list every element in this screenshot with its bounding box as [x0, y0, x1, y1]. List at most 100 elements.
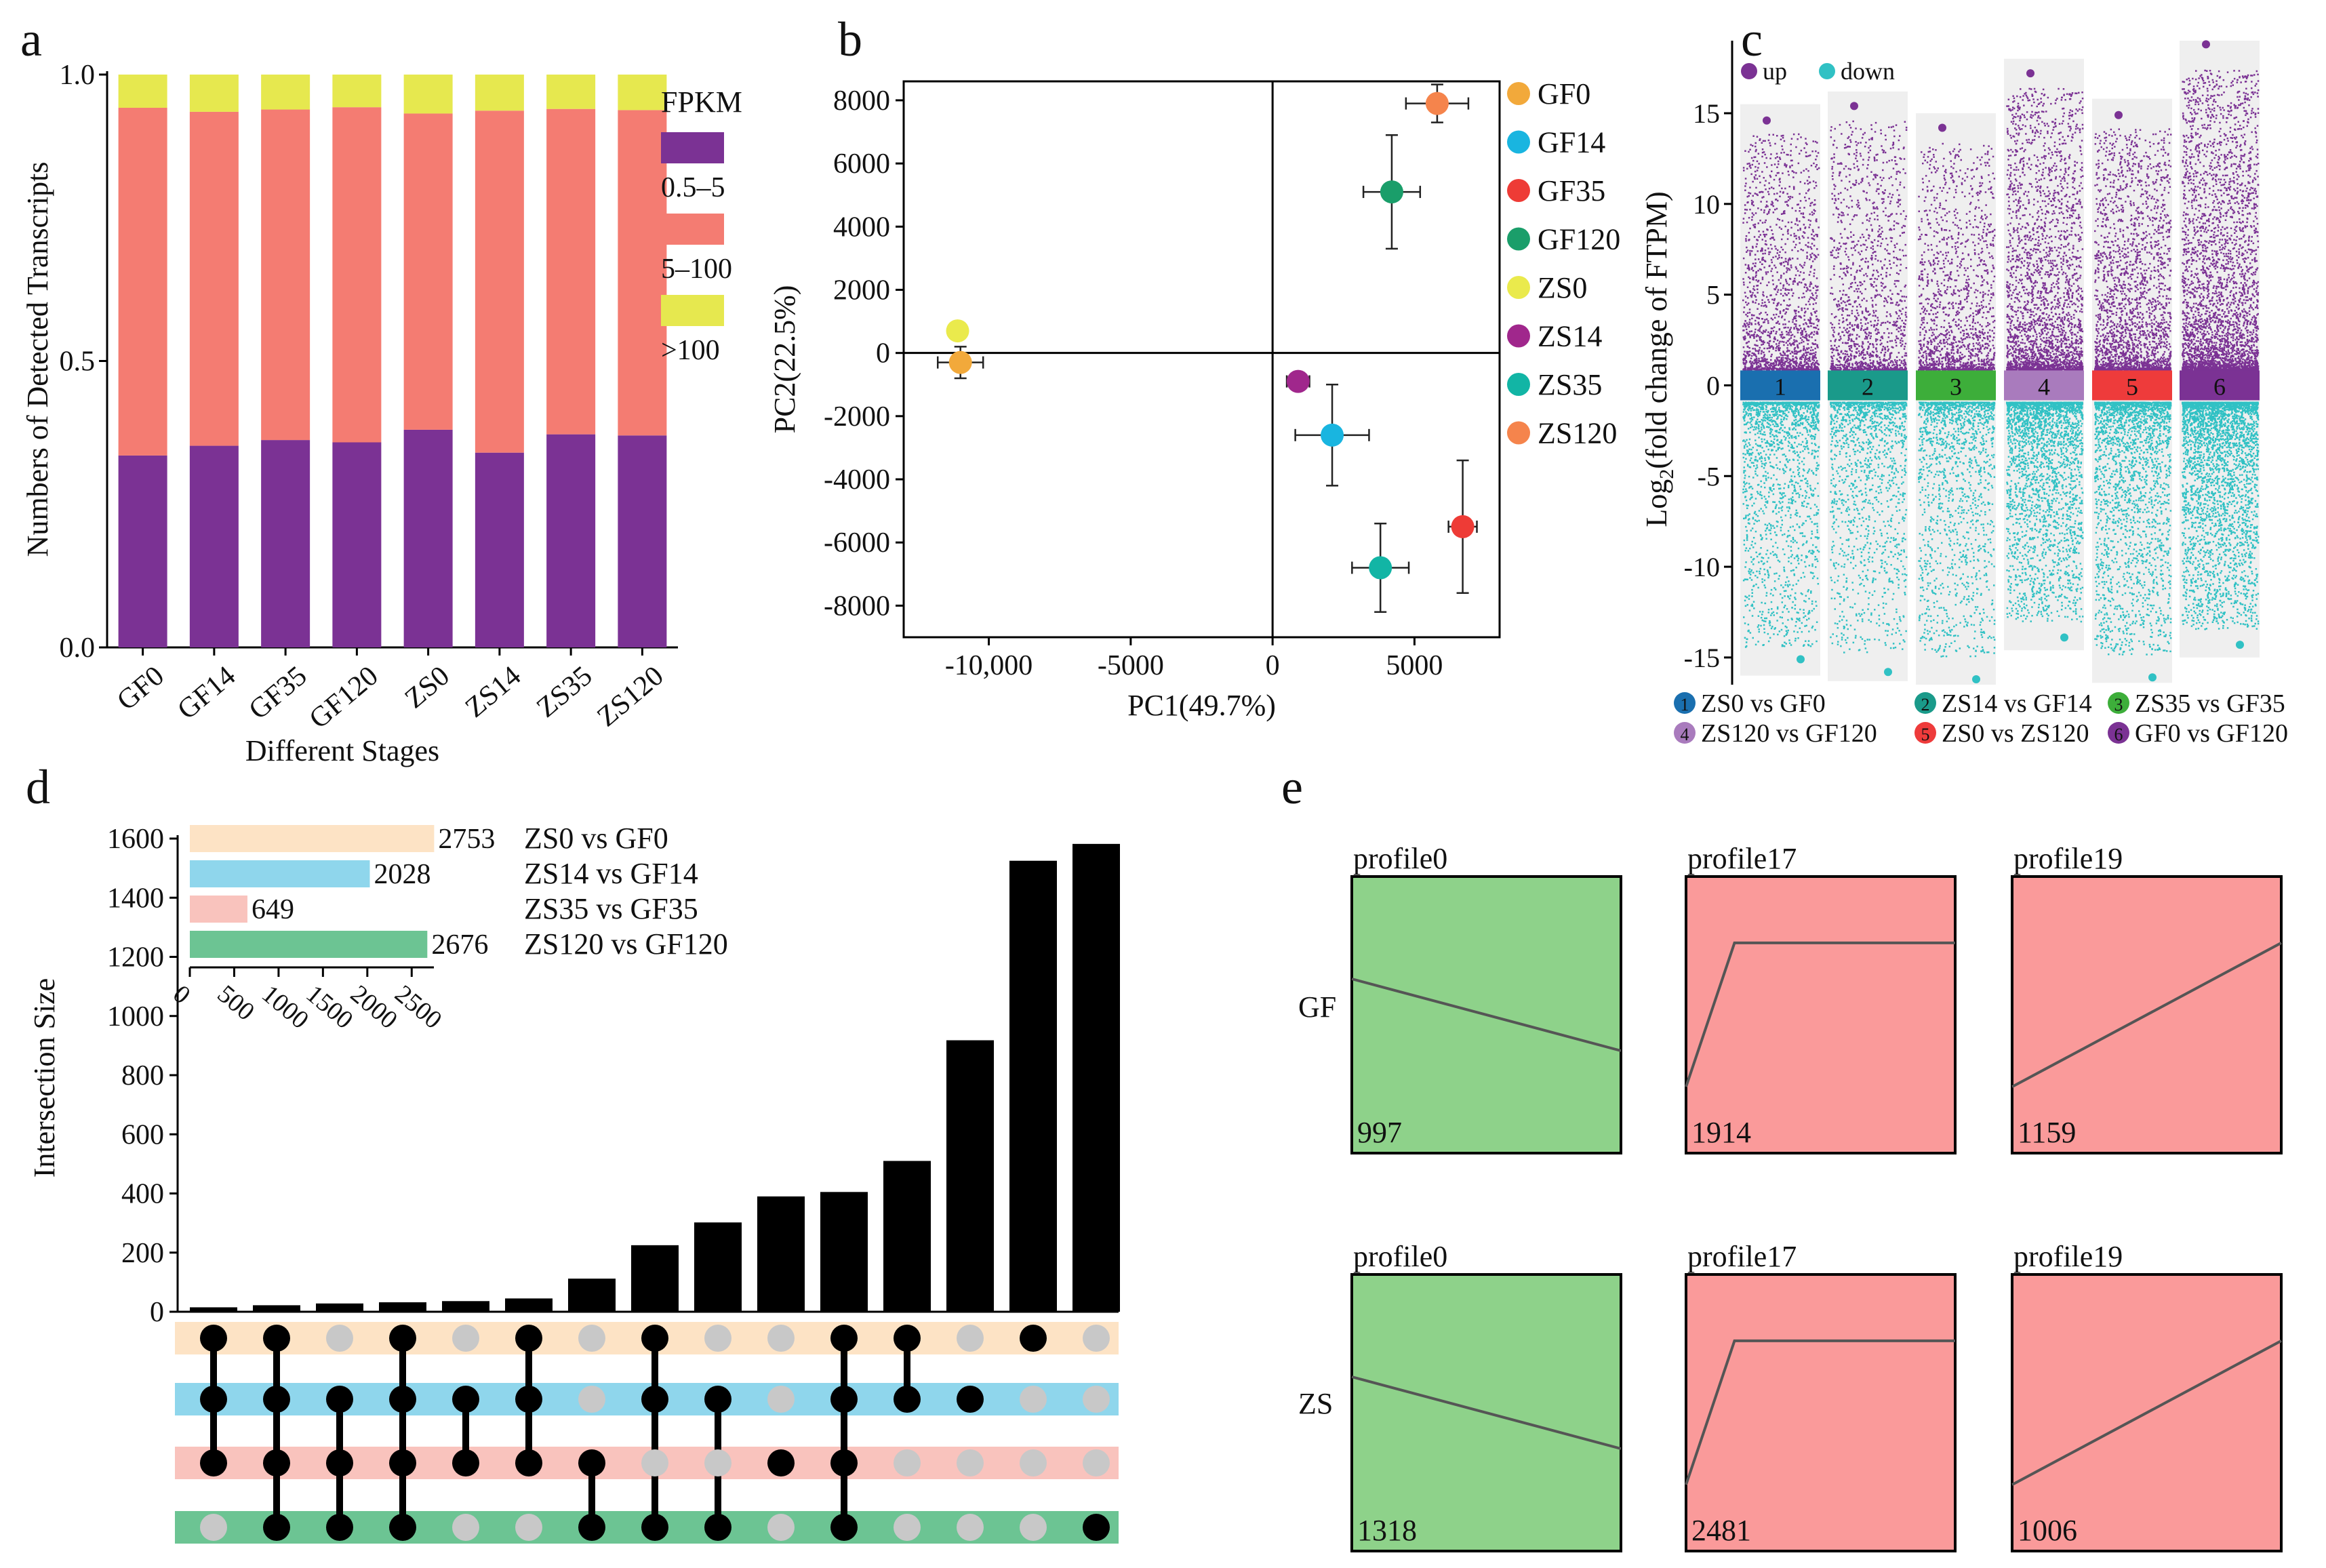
comparison-legend-label: ZS0 vs GF0: [1701, 689, 1826, 718]
intersection-bar-13: [946, 1040, 994, 1312]
membership-dot-15-3: [1083, 1449, 1110, 1476]
bottom-outlier-group-3: [1972, 675, 1980, 683]
intersection-bar-6: [505, 1298, 553, 1312]
set-size-bar-4: [190, 931, 428, 958]
group-band-1: [1740, 370, 1820, 401]
set-size-tick-label: 1000: [256, 980, 314, 1034]
y-tick-label: 0: [1706, 370, 1720, 401]
panel-labels: a b c d e: [20, 12, 1763, 814]
bar-segment-ZS0-1: [403, 429, 453, 647]
y-tick-label: 600: [121, 1119, 164, 1150]
y-tick-label: 5: [1706, 280, 1720, 310]
down-points-group-2: [1830, 401, 1908, 654]
up-points-group-4: [2006, 87, 2084, 371]
bar-segment-ZS14-3: [475, 75, 524, 111]
y-tick-label: 10: [1693, 189, 1720, 220]
group-band-3: [1916, 370, 1996, 401]
group-band-5: [2092, 370, 2172, 401]
membership-dot-12-2: [894, 1386, 921, 1413]
intersection-bar-10: [757, 1196, 805, 1312]
group-band-4: [2004, 370, 2084, 401]
membership-dot-6-2: [515, 1386, 542, 1413]
x-tick-label: GF120: [304, 660, 384, 735]
bar-segment-GF14-1: [189, 445, 239, 647]
profile-trend-line: [1351, 978, 1622, 1052]
comparison-legend-number: 1: [1681, 695, 1689, 715]
membership-dot-11-1: [830, 1325, 858, 1352]
group-band-label: 6: [2213, 373, 2226, 400]
membership-dot-5-1: [452, 1325, 479, 1352]
y-tick-label: -6000: [824, 527, 890, 559]
membership-dot-2-4: [263, 1514, 290, 1541]
x-tick-label: ZS14: [460, 660, 527, 724]
top-outlier-group-1: [1763, 116, 1771, 125]
membership-dot-8-2: [641, 1386, 668, 1413]
profile-title: profile17: [1687, 1240, 1797, 1273]
profile-box-GF-profile17: [1685, 875, 1957, 1154]
profile-trend-line: [1351, 1375, 1622, 1450]
membership-dot-10-4: [767, 1514, 795, 1541]
intersection-bar-1: [190, 1307, 237, 1312]
top-outlier-group-3: [1938, 123, 1946, 132]
set-size-value: 2676: [431, 929, 488, 961]
panel-d-upset-plot: 0 200 400 600 800 1000 1200 1400 1600 Intersectio…: [28, 822, 1120, 1544]
y-axis-title: Log2(fold change of FTPM): [1640, 191, 1678, 527]
y-tick-label: -8000: [824, 590, 890, 622]
legend-down-label: down: [1841, 58, 1895, 85]
membership-dot-5-3: [452, 1449, 479, 1476]
group-band-2: [1828, 370, 1908, 401]
legend-marker-GF35: [1507, 179, 1530, 202]
membership-dot-1-3: [200, 1449, 227, 1476]
top-outlier-group-6: [2202, 40, 2210, 49]
y-tick-label: -2000: [824, 401, 890, 433]
bar-segment-GF120-3: [332, 75, 382, 108]
membership-dot-8-1: [641, 1325, 668, 1352]
y-axis-title: PC2(22.5%): [768, 285, 801, 434]
up-points-group-5: [2094, 128, 2172, 371]
y-tick-label: -5: [1698, 461, 1720, 491]
bar-segment-ZS14-1: [475, 452, 524, 647]
membership-dot-7-3: [578, 1449, 605, 1476]
membership-dot-13-2: [957, 1386, 984, 1413]
legend-swatch: [661, 214, 724, 245]
group-band-6: [2180, 370, 2260, 401]
comparison-legend-marker-3: [2108, 692, 2129, 714]
profile-count: 1006: [2018, 1514, 2077, 1547]
x-tick-label: 0: [1266, 650, 1280, 681]
plot-frame: [902, 80, 1501, 639]
set-size-name: ZS0 vs GF0: [524, 822, 668, 855]
profile-title: profile0: [1353, 1240, 1447, 1273]
panel-b-pca-scatter: 8000 6000 4000 2000 0 -2000 -4000 -6000 -8000 -10…: [768, 77, 1620, 722]
legend-label: ZS120: [1538, 417, 1617, 450]
membership-dot-13-4: [957, 1514, 984, 1541]
legend-marker-ZS120: [1507, 421, 1530, 445]
comparison-legend-number: 5: [1921, 725, 1930, 744]
profile-box-ZS-profile17: [1685, 1273, 1957, 1552]
group-band-label: 5: [2126, 373, 2138, 400]
membership-dot-3-1: [326, 1325, 353, 1352]
set-size-tick-label: 500: [212, 980, 260, 1026]
bottom-outlier-group-4: [2060, 633, 2068, 642]
intersection-bar-4: [379, 1302, 426, 1312]
x-axis-title: PC1(49.7%): [1127, 689, 1276, 722]
set-size-name: ZS120 vs GF120: [524, 927, 728, 961]
point-ZS14: [1286, 369, 1310, 393]
legend-label: GF35: [1538, 174, 1605, 207]
y-tick-label: 1000: [107, 1001, 164, 1032]
x-tick-label: ZS120: [591, 660, 669, 733]
top-outlier-group-2: [1850, 102, 1858, 110]
membership-dot-1-4: [200, 1514, 227, 1541]
membership-dot-15-4: [1083, 1514, 1110, 1541]
profile-count: 2481: [1691, 1514, 1751, 1547]
membership-dot-9-4: [704, 1514, 731, 1541]
row-label-ZS: ZS: [1298, 1387, 1333, 1420]
intersection-bar-5: [442, 1301, 489, 1312]
point-GF35: [1451, 515, 1475, 538]
membership-dot-14-2: [1020, 1386, 1047, 1413]
x-tick-label: 5000: [1386, 650, 1443, 681]
y-tick-label: 0.0: [60, 632, 96, 664]
y-tick-label: 200: [121, 1238, 164, 1269]
membership-dot-11-4: [830, 1514, 858, 1541]
set-size-name: ZS35 vs GF35: [524, 892, 698, 925]
down-points-group-3: [1918, 401, 1996, 658]
